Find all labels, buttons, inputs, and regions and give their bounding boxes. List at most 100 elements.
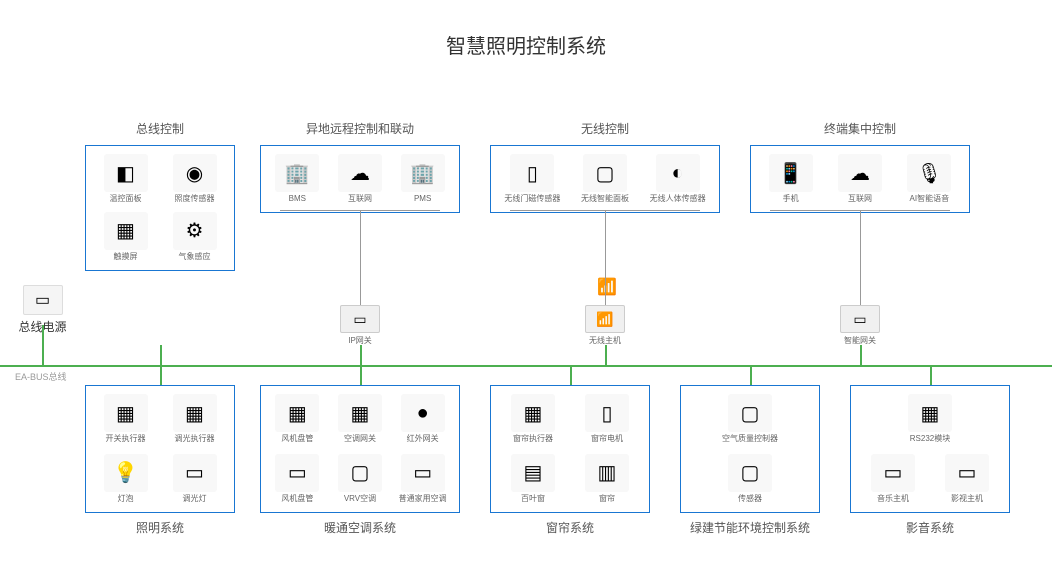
diagram-item: ⚙气象感应 <box>167 212 223 262</box>
item-label: 窗帘电机 <box>591 435 623 444</box>
group-box: 📱手机☁互联网🎙AI智能语音 <box>750 145 970 213</box>
item-icon: ▦ <box>338 394 382 432</box>
gateway: ▭智能网关 <box>830 305 890 346</box>
item-label: 影视主机 <box>951 495 983 504</box>
item-icon: ▯ <box>510 154 554 192</box>
item-icon: ▦ <box>104 394 148 432</box>
group-row: ◧温控面板◉照度传感器 <box>94 154 226 204</box>
group-title: 窗帘系统 <box>490 519 650 536</box>
power-stem <box>42 325 44 365</box>
group-row: 💡 灯泡 ▭调光灯 <box>94 454 226 504</box>
bus-stem <box>360 345 362 365</box>
power-icon: ▭ <box>23 285 63 315</box>
diagram-item: ● 红外网关 <box>395 394 451 444</box>
group-row: ▯无线门磁传感器▢无线智能面板◐无线人体传感器 <box>499 154 711 204</box>
bus-stem <box>605 345 607 365</box>
item-label: PMS <box>414 195 431 204</box>
group-title: 绿建节能环境控制系统 <box>680 519 820 536</box>
group-row: 📱手机☁互联网🎙AI智能语音 <box>759 154 961 204</box>
item-icon: ▢ <box>728 394 772 432</box>
item-icon: 🏢 <box>401 154 445 192</box>
connector-line <box>605 210 606 305</box>
bus-stem <box>930 367 932 385</box>
group-title: 异地远程控制和联动 <box>260 120 460 137</box>
item-icon: ▭ <box>401 454 445 492</box>
gateway-icon: 📶 <box>585 305 625 333</box>
item-icon: ▭ <box>945 454 989 492</box>
group-box: ◧温控面板◉照度传感器 ▦ 触摸屏 ⚙气象感应 <box>85 145 235 271</box>
diagram-item: ▭ 风机盘管 <box>269 454 325 504</box>
top-group: 无线控制▯无线门磁传感器▢无线智能面板◐无线人体传感器 <box>490 120 720 213</box>
item-label: 风机盘管 <box>281 435 313 444</box>
item-label: 手机 <box>783 195 799 204</box>
item-icon: ▦ <box>104 212 148 250</box>
item-icon: ● <box>401 394 445 432</box>
bus-line <box>0 365 1052 367</box>
diagram-item: ▭调光灯 <box>167 454 223 504</box>
group-title: 无线控制 <box>490 120 720 137</box>
item-icon: ▢ <box>338 454 382 492</box>
diagram-item: ◧温控面板 <box>98 154 154 204</box>
page-title: 智慧照明控制系统 <box>0 0 1052 79</box>
item-label: 灯泡 <box>118 495 134 504</box>
bus-label: EA-BUS总线 <box>15 370 67 383</box>
item-label: 调光执行器 <box>175 435 215 444</box>
item-icon: ▭ <box>275 454 319 492</box>
item-label: 触摸屏 <box>114 253 138 262</box>
diagram-item: ▦窗帘执行器 <box>505 394 561 444</box>
diagram-item: ☁ 互联网 <box>832 154 888 204</box>
diagram-item: ▥窗帘 <box>579 454 635 504</box>
bottom-group: ▦RS232模块▭音乐主机▭影视主机影音系统 <box>850 385 1010 544</box>
item-label: 窗帘 <box>599 495 615 504</box>
bus-stem <box>860 345 862 365</box>
item-label: 红外网关 <box>407 435 439 444</box>
group-box: ▦RS232模块▭音乐主机▭影视主机 <box>850 385 1010 513</box>
item-label: VRV空调 <box>344 495 376 504</box>
item-icon: ◐ <box>656 154 700 192</box>
item-icon: ▭ <box>173 454 217 492</box>
diagram-item: ▯窗帘电机 <box>579 394 635 444</box>
gateway-icon: ▭ <box>840 305 880 333</box>
wifi-icon: 📶 <box>597 277 617 297</box>
gateway: ▭IP网关 <box>330 305 390 346</box>
group-title: 照明系统 <box>85 519 235 536</box>
item-label: AI智能语音 <box>910 195 950 204</box>
group-box: ▯无线门磁传感器▢无线智能面板◐无线人体传感器 <box>490 145 720 213</box>
bus-stem <box>750 367 752 385</box>
group-row: ▦ 开关执行器 ▦调光执行器 <box>94 394 226 444</box>
item-label: 空气质量控制器 <box>722 435 778 444</box>
item-icon: ▢ <box>583 154 627 192</box>
diagram-item: 💡 灯泡 <box>98 454 154 504</box>
item-label: 无线智能面板 <box>581 195 629 204</box>
group-box: 🏢BMS☁互联网🏢PMS <box>260 145 460 213</box>
top-group: 终端集中控制📱手机☁互联网🎙AI智能语音 <box>750 120 970 213</box>
item-icon: 💡 <box>104 454 148 492</box>
group-row: ▭音乐主机 ▭ 影视主机 <box>859 454 1001 504</box>
item-label: 互联网 <box>848 195 872 204</box>
item-label: 照度传感器 <box>175 195 215 204</box>
diagram-item: ▭音乐主机 <box>865 454 921 504</box>
diagram-item: ▦ 开关执行器 <box>98 394 154 444</box>
item-icon: ⚙ <box>173 212 217 250</box>
item-icon: ▤ <box>511 454 555 492</box>
group-box: ▦风机盘管▦空调网关●红外网关▭风机盘管▢VRV空调▭普通家用空调 <box>260 385 460 513</box>
item-icon: ▦ <box>511 394 555 432</box>
diagram-item: ▭ 影视主机 <box>939 454 995 504</box>
item-label: 风机盘管 <box>281 495 313 504</box>
diagram-item: ▦调光执行器 <box>167 394 223 444</box>
item-icon: ☁ <box>838 154 882 192</box>
group-box: ▢ 空气质量控制器 ▢传感器 <box>680 385 820 513</box>
group-row: ▤百叶窗▥窗帘 <box>499 454 641 504</box>
bus-stem <box>360 367 362 385</box>
item-icon: ▦ <box>908 394 952 432</box>
item-label: 开关执行器 <box>106 435 146 444</box>
group-row: 🏢BMS☁互联网🏢PMS <box>269 154 451 204</box>
group-row: ▢ 空气质量控制器 <box>689 394 811 444</box>
group-box: ▦ 开关执行器 ▦调光执行器 💡 灯泡 ▭调光灯 <box>85 385 235 513</box>
bottom-group: ▦窗帘执行器 ▯窗帘电机 ▤百叶窗▥窗帘窗帘系统 <box>490 385 650 544</box>
gateway: 📶📶无线主机 <box>575 305 635 346</box>
group-row: ▢传感器 <box>689 454 811 504</box>
item-icon: 📱 <box>769 154 813 192</box>
group-title: 暖通空调系统 <box>260 519 460 536</box>
top-group: 总线控制◧温控面板◉照度传感器▦触摸屏⚙气象感应 <box>85 120 235 271</box>
